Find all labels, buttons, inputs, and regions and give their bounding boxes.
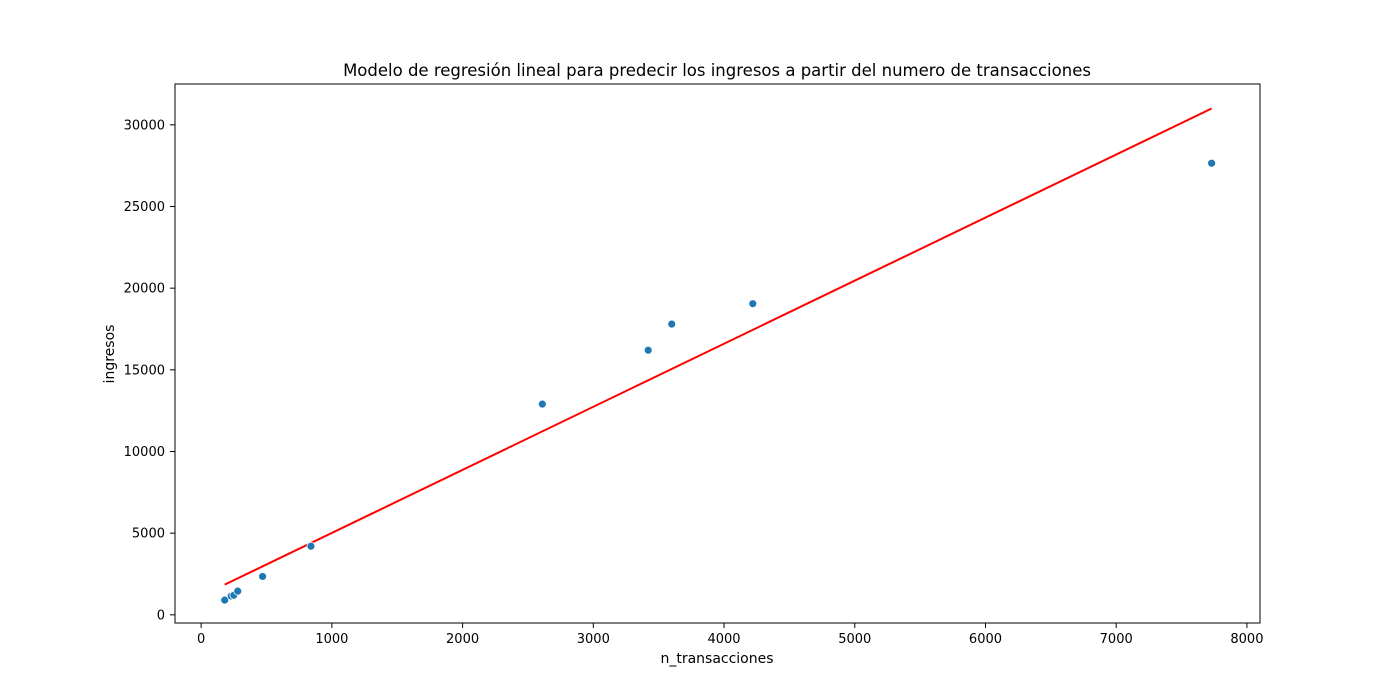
scatter-point (233, 586, 243, 596)
regression-line-layer (224, 107, 1213, 586)
plot-frame (174, 83, 1261, 624)
scatter-point (667, 319, 677, 329)
y-tick-label: 10000 (124, 445, 165, 460)
scatter-point (643, 345, 653, 355)
scatter-point (748, 299, 758, 309)
chart-title: Modelo de regresión lineal para predecir… (343, 61, 1091, 80)
y-tick-label: 20000 (124, 282, 165, 297)
y-axis-title: ingresos (102, 325, 118, 384)
x-tick-label: 3000 (577, 632, 610, 647)
regression-line (224, 107, 1213, 586)
scatter-point (220, 595, 230, 605)
x-tick-label: 0 (197, 632, 205, 647)
x-tick-label: 5000 (838, 632, 871, 647)
y-tick-label: 15000 (124, 363, 165, 378)
scatter-points-layer (220, 158, 1217, 605)
scatter-point (537, 399, 547, 409)
y-tick-label: 5000 (132, 527, 165, 542)
scatter-point (306, 541, 316, 551)
y-tick-label: 30000 (124, 118, 165, 133)
ticks-layer: 0 1000 2000 3000 4000 5000 6000 7000 8000 0 5000 10… (124, 118, 1264, 647)
y-tick-label: 0 (157, 608, 165, 623)
x-tick-label: 6000 (969, 632, 1002, 647)
x-axis-title: n_transacciones (660, 651, 773, 667)
x-tick-label: 2000 (446, 632, 479, 647)
x-tick-label: 7000 (1100, 632, 1133, 647)
x-tick-label: 4000 (707, 632, 740, 647)
x-tick-label: 1000 (315, 632, 348, 647)
scatter-point (258, 572, 267, 581)
y-tick-label: 25000 (124, 200, 165, 215)
x-tick-label: 8000 (1230, 632, 1263, 647)
scatter-point (1207, 158, 1217, 168)
